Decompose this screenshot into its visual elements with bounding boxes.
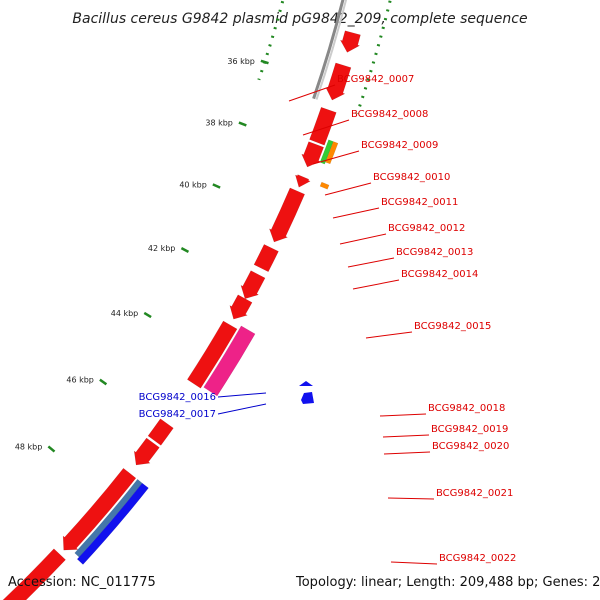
gene-leader-line bbox=[382, 434, 430, 438]
gene-label-forward: BCG9842_0011 bbox=[381, 197, 458, 208]
cds-block bbox=[2, 548, 66, 600]
gene-label-forward: BCG9842_0018 bbox=[428, 403, 505, 414]
gene-leader-line bbox=[379, 413, 427, 417]
gene-leader-line bbox=[217, 392, 267, 398]
kbp-tick bbox=[260, 59, 269, 65]
gene-leader-line bbox=[352, 279, 400, 290]
cds-block bbox=[309, 106, 337, 146]
gene-label-forward: BCG9842_0010 bbox=[373, 172, 450, 183]
kbp-ticks: 36 kbp 38 kbp 40 kbp 42 kbp 44 kbp 46 kbp 48 k… bbox=[15, 57, 269, 453]
kbp-tick-label: 44 kbp bbox=[111, 309, 139, 318]
gene-leader-line bbox=[324, 182, 372, 196]
gene-leader-line bbox=[288, 84, 336, 102]
kbp-tick-label: 46 kbp bbox=[66, 376, 94, 385]
cds-arrow bbox=[268, 187, 306, 243]
cds-arrow bbox=[339, 30, 361, 53]
cds-arrow bbox=[301, 141, 325, 168]
kbp-tick-label: 38 kbp bbox=[205, 119, 233, 128]
gene-label-forward: BCG9842_0020 bbox=[432, 441, 509, 452]
gene-features bbox=[2, 30, 361, 600]
gene-leader-line bbox=[383, 451, 431, 455]
cds-block bbox=[147, 418, 174, 446]
gene-label-forward: BCG9842_0013 bbox=[396, 247, 473, 258]
gene-leader-line bbox=[302, 119, 350, 136]
cds-arrow bbox=[229, 294, 253, 320]
gene-label-forward: BCG9842_0014 bbox=[401, 269, 478, 280]
kbp-tick bbox=[143, 311, 152, 319]
gene-labels: BCG9842_0007 BCG9842_0008 BCG9842_0009 BCG9… bbox=[139, 74, 516, 565]
cds-arrow bbox=[240, 270, 266, 300]
reverse-cds-arrow bbox=[301, 392, 314, 404]
gene-label-forward: BCG9842_0021 bbox=[436, 488, 513, 499]
summary-text: Topology: linear; Length: 209,488 bp; Ge… bbox=[295, 575, 600, 590]
gene-leader-line bbox=[347, 257, 395, 268]
gene-label-reverse: BCG9842_0017 bbox=[139, 409, 216, 420]
pink-feature bbox=[203, 325, 256, 397]
gene-leader-line bbox=[312, 150, 360, 165]
gene-leader-line bbox=[339, 233, 387, 245]
gene-label-forward: BCG9842_0007 bbox=[337, 74, 414, 85]
gene-label-forward: BCG9842_0012 bbox=[388, 223, 465, 234]
gene-leader-line bbox=[217, 403, 267, 415]
cds-arrow bbox=[325, 62, 352, 101]
cds-arrow bbox=[62, 467, 137, 551]
accession-text: Accession: NC_011775 bbox=[8, 575, 156, 590]
cds-arrow bbox=[133, 437, 160, 466]
gene-label-reverse: BCG9842_0016 bbox=[139, 392, 216, 403]
kbp-tick-label: 36 kbp bbox=[227, 57, 255, 66]
tracks bbox=[257, 0, 392, 114]
cds-block bbox=[253, 244, 279, 273]
gene-leader-line bbox=[390, 561, 438, 565]
kbp-tick bbox=[47, 445, 56, 453]
misc-feature bbox=[319, 181, 330, 190]
kbp-tick-label: 42 kbp bbox=[148, 244, 176, 253]
kbp-tick-label: 48 kbp bbox=[15, 442, 43, 451]
kbp-tick bbox=[212, 183, 221, 189]
cds-arrow bbox=[295, 174, 311, 188]
rna-feature bbox=[319, 139, 334, 165]
gene-leader-line bbox=[387, 497, 435, 500]
outer-dotted-track bbox=[355, 0, 392, 114]
gene-label-forward: BCG9842_0019 bbox=[431, 424, 508, 435]
kbp-tick bbox=[180, 247, 190, 253]
gene-label-forward: BCG9842_0015 bbox=[414, 321, 491, 332]
gene-leader-line bbox=[365, 331, 413, 339]
kbp-tick bbox=[238, 121, 247, 127]
gene-label-forward: BCG9842_0022 bbox=[439, 553, 516, 564]
kbp-tick bbox=[99, 378, 108, 386]
reverse-cds-block bbox=[76, 482, 149, 565]
cds-block bbox=[186, 320, 238, 389]
gene-leader-line bbox=[332, 207, 380, 219]
misc-feature bbox=[325, 141, 339, 165]
gene-label-forward: BCG9842_0008 bbox=[351, 109, 428, 120]
kbp-tick-label: 40 kbp bbox=[179, 180, 207, 189]
reverse-cds-arrow bbox=[299, 381, 313, 386]
gene-label-forward: BCG9842_0009 bbox=[361, 140, 438, 151]
map-title: Bacillus cereus G9842 plasmid pG9842_209… bbox=[72, 11, 527, 27]
